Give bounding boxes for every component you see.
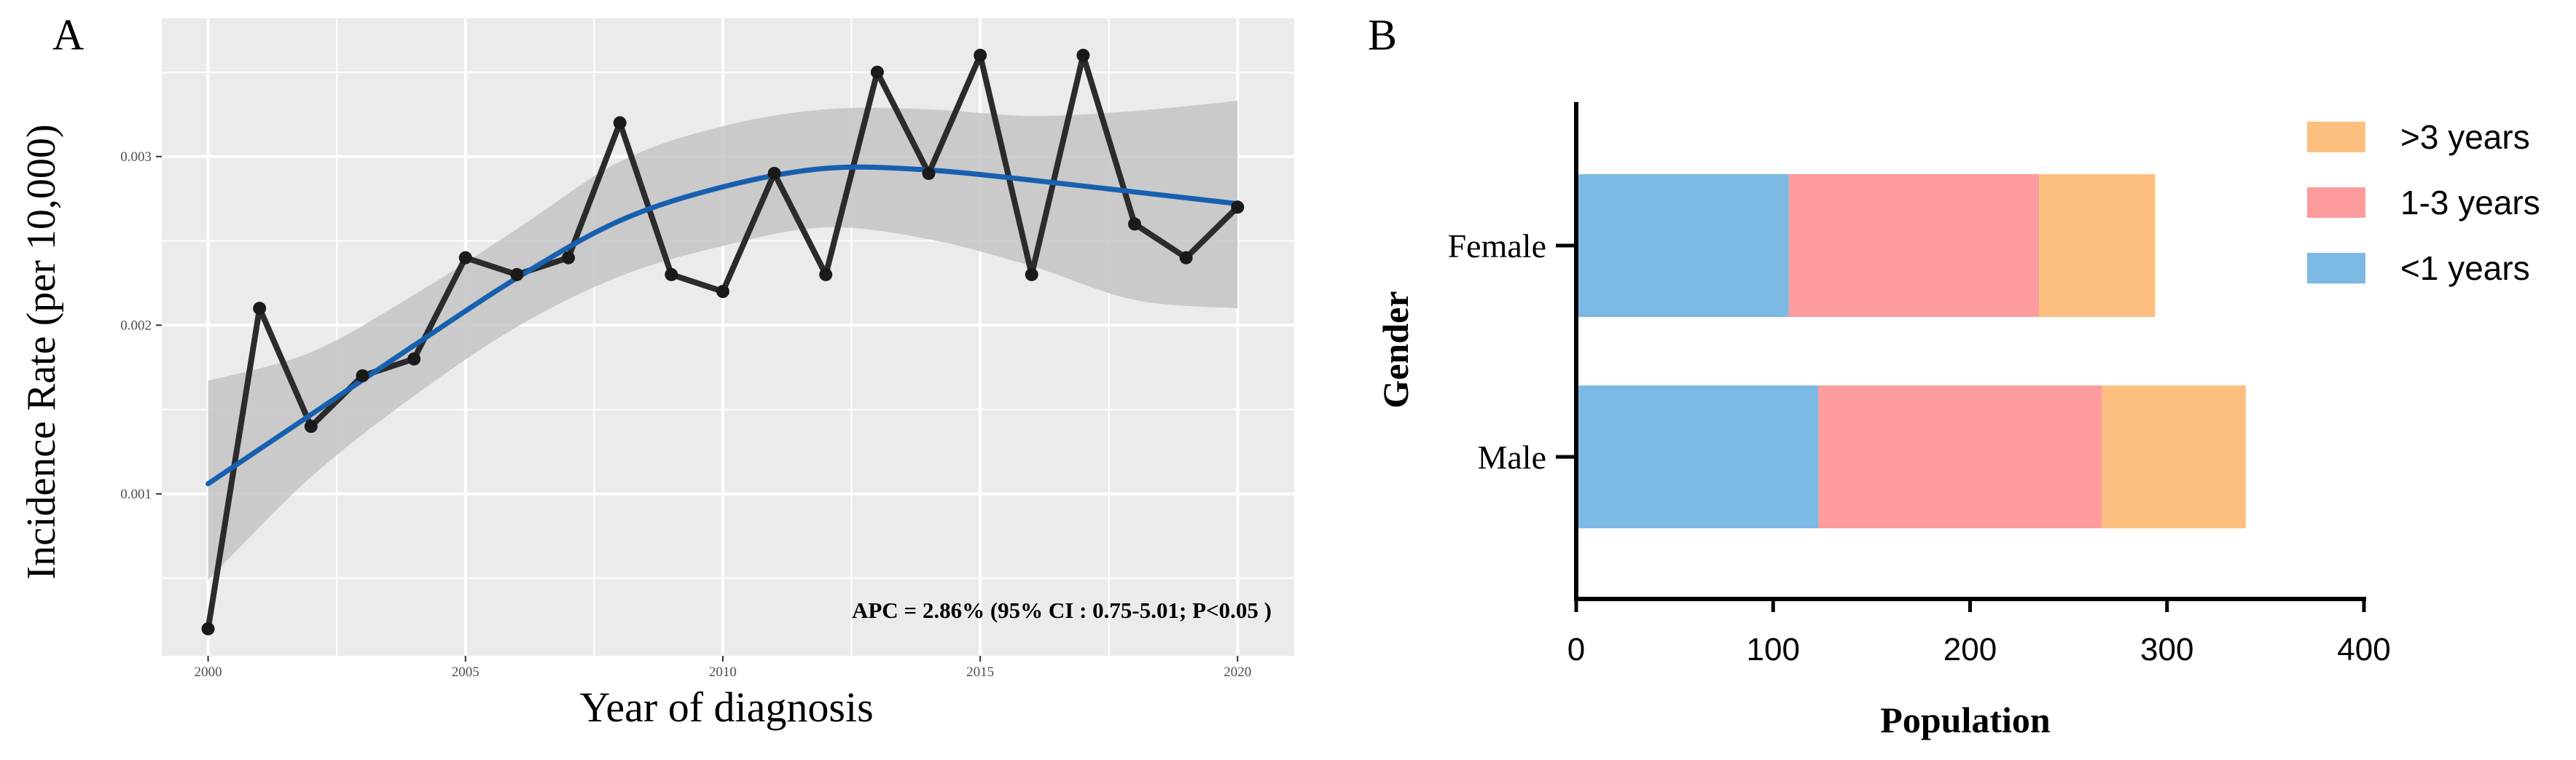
panel-a-x-tick-label: 2000 <box>195 665 222 680</box>
panel-b-bar-male-segment-1 <box>1576 385 1819 528</box>
panel-a-data-point <box>253 302 267 316</box>
panel-a-data-point <box>562 251 576 265</box>
panel-a-y-tick-label: 0.003 <box>120 149 152 165</box>
panel-a-data-point <box>510 267 524 281</box>
panel-b-x-tick-label: 400 <box>2337 632 2390 667</box>
panel-b-x-tick-label: 200 <box>1943 632 1997 667</box>
panel-b: B 0 100 200 300 400 Female Male Population Ge… <box>1368 11 2540 740</box>
panel-a-data-point <box>716 285 729 298</box>
panel-b-x-axis-title: Population <box>1880 700 2051 740</box>
panel-a-data-point <box>1231 200 1245 214</box>
panel-a-data-point <box>922 166 936 180</box>
panel-a-data-point <box>665 267 678 281</box>
panel-a-x-ticks: 2000 2005 2010 2015 2020 <box>195 656 1251 680</box>
panel-b-x-tick-label: 100 <box>1747 632 1800 667</box>
panel-a-x-tick-label: 2010 <box>709 665 737 680</box>
panel-b-label: B <box>1368 11 1397 59</box>
panel-b-legend-label: <1 years <box>2400 249 2530 287</box>
panel-a-data-point <box>819 267 833 281</box>
panel-a-data-point <box>356 369 369 383</box>
panel-b-bar-female-segment-3 <box>2039 174 2156 317</box>
panel-a-data-point <box>870 66 884 79</box>
panel-b-bar-male-segment-3 <box>2102 385 2246 528</box>
panel-b-legend-label: >3 years <box>2400 118 2530 156</box>
panel-a: A 2000 2005 2010 2015 2020 0.001 0.002 0.003 A… <box>19 11 1294 731</box>
panel-a-y-ticks: 0.001 0.002 0.003 <box>120 149 162 502</box>
panel-a-x-tick-label: 2005 <box>452 665 479 680</box>
panel-a-y-tick-label: 0.001 <box>120 487 152 502</box>
panel-a-data-point <box>613 116 627 130</box>
panel-a-x-tick-label: 2020 <box>1224 665 1251 680</box>
panel-a-data-point <box>201 622 215 635</box>
panel-b-bar-female-segment-1 <box>1576 174 1789 317</box>
panel-a-data-point <box>304 420 318 434</box>
panel-a-data-point <box>1128 217 1142 231</box>
panel-b-bar-male-segment-2 <box>1818 385 2102 528</box>
panel-b-category-ticks: Female Male <box>1448 227 1576 476</box>
panel-b-legend-swatch <box>2307 187 2365 218</box>
panel-b-category-label: Male <box>1477 439 1546 476</box>
panel-b-x-tick-label: 0 <box>1567 632 1585 667</box>
panel-a-data-point <box>458 251 472 265</box>
panel-b-legend-swatch <box>2307 122 2365 152</box>
panel-a-data-point <box>974 48 987 62</box>
panel-a-x-axis-title: Year of diagnosis <box>579 683 873 731</box>
panel-b-legend: >3 years 1-3 years <1 years <box>2307 118 2540 287</box>
panel-a-y-tick-label: 0.002 <box>120 318 152 333</box>
panel-a-confidence-band <box>208 101 1238 580</box>
panel-a-data-point <box>1025 267 1038 281</box>
panel-a-data-point <box>1076 48 1090 62</box>
panel-b-y-axis-title: Gender <box>1375 291 1416 408</box>
panel-b-category-label: Female <box>1448 227 1546 265</box>
panel-b-bar-female-segment-2 <box>1788 174 2040 317</box>
panel-b-legend-label: 1-3 years <box>2400 184 2540 222</box>
panel-a-apc-annotation: APC = 2.86% (95% CI : 0.75-5.01; P<0.05 … <box>852 598 1272 623</box>
panel-a-data-point <box>407 352 421 366</box>
panel-b-legend-swatch <box>2307 253 2365 283</box>
panel-a-y-axis-title: Incidence Rate (per 10,000) <box>19 124 64 579</box>
panel-a-data-point <box>767 166 781 180</box>
panel-a-observed-points <box>201 48 1245 635</box>
panel-a-x-tick-label: 2015 <box>966 665 994 680</box>
panel-b-x-tick-label: 300 <box>2140 632 2193 667</box>
panel-a-data-point <box>1179 251 1193 265</box>
panel-b-stacked-bars <box>1576 174 2246 528</box>
panel-b-x-ticks: 0 100 200 300 400 <box>1567 599 2391 667</box>
panel-a-label: A <box>52 11 84 59</box>
